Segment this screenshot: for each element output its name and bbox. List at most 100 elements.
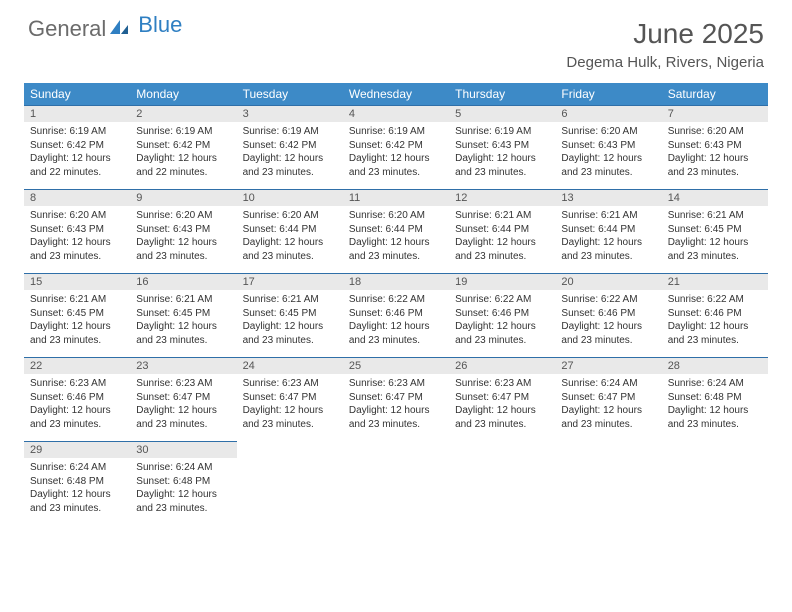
calendar-cell [343, 441, 449, 525]
calendar-cell: 10Sunrise: 6:20 AMSunset: 6:44 PMDayligh… [237, 189, 343, 273]
weekday-header: Thursday [449, 83, 555, 105]
daylight-line: Daylight: 12 hours and 23 minutes. [455, 152, 549, 179]
daylight-line: Daylight: 12 hours and 23 minutes. [668, 320, 762, 347]
sunset-line: Sunset: 6:42 PM [243, 139, 337, 153]
day-body: Sunrise: 6:23 AMSunset: 6:47 PMDaylight:… [449, 374, 555, 437]
weekday-header: Saturday [662, 83, 768, 105]
calendar-cell: 14Sunrise: 6:21 AMSunset: 6:45 PMDayligh… [662, 189, 768, 273]
day-body: Sunrise: 6:19 AMSunset: 6:42 PMDaylight:… [237, 122, 343, 185]
day-body: Sunrise: 6:21 AMSunset: 6:44 PMDaylight:… [449, 206, 555, 269]
sunrise-line: Sunrise: 6:23 AM [349, 377, 443, 391]
day-body: Sunrise: 6:20 AMSunset: 6:43 PMDaylight:… [130, 206, 236, 269]
day-body: Sunrise: 6:24 AMSunset: 6:48 PMDaylight:… [130, 458, 236, 521]
daylight-line: Daylight: 12 hours and 23 minutes. [668, 404, 762, 431]
day-number: 21 [662, 273, 768, 290]
sunrise-line: Sunrise: 6:24 AM [668, 377, 762, 391]
daylight-line: Daylight: 12 hours and 23 minutes. [136, 236, 230, 263]
calendar-cell: 3Sunrise: 6:19 AMSunset: 6:42 PMDaylight… [237, 105, 343, 189]
sunset-line: Sunset: 6:43 PM [30, 223, 124, 237]
sunrise-line: Sunrise: 6:19 AM [136, 125, 230, 139]
sunrise-line: Sunrise: 6:24 AM [561, 377, 655, 391]
calendar-cell: 24Sunrise: 6:23 AMSunset: 6:47 PMDayligh… [237, 357, 343, 441]
logo: General Blue [28, 18, 182, 40]
day-body: Sunrise: 6:24 AMSunset: 6:48 PMDaylight:… [24, 458, 130, 521]
sunrise-line: Sunrise: 6:20 AM [668, 125, 762, 139]
calendar-cell: 6Sunrise: 6:20 AMSunset: 6:43 PMDaylight… [555, 105, 661, 189]
daylight-line: Daylight: 12 hours and 23 minutes. [349, 152, 443, 179]
logo-sail-icon [108, 18, 130, 40]
calendar-cell: 22Sunrise: 6:23 AMSunset: 6:46 PMDayligh… [24, 357, 130, 441]
calendar-week-row: 15Sunrise: 6:21 AMSunset: 6:45 PMDayligh… [24, 273, 768, 357]
sunset-line: Sunset: 6:46 PM [349, 307, 443, 321]
day-number: 5 [449, 105, 555, 122]
daylight-line: Daylight: 12 hours and 23 minutes. [561, 320, 655, 347]
sunrise-line: Sunrise: 6:24 AM [136, 461, 230, 475]
title-block: June 2025 Degema Hulk, Rivers, Nigeria [566, 18, 764, 71]
calendar-cell [449, 441, 555, 525]
day-number: 7 [662, 105, 768, 122]
calendar-week-row: 1Sunrise: 6:19 AMSunset: 6:42 PMDaylight… [24, 105, 768, 189]
sunrise-line: Sunrise: 6:20 AM [243, 209, 337, 223]
day-number: 13 [555, 189, 661, 206]
daylight-line: Daylight: 12 hours and 23 minutes. [561, 404, 655, 431]
calendar-cell: 13Sunrise: 6:21 AMSunset: 6:44 PMDayligh… [555, 189, 661, 273]
day-number: 26 [449, 357, 555, 374]
calendar-cell: 17Sunrise: 6:21 AMSunset: 6:45 PMDayligh… [237, 273, 343, 357]
day-number: 2 [130, 105, 236, 122]
calendar-cell: 18Sunrise: 6:22 AMSunset: 6:46 PMDayligh… [343, 273, 449, 357]
day-body: Sunrise: 6:21 AMSunset: 6:45 PMDaylight:… [237, 290, 343, 353]
sunset-line: Sunset: 6:48 PM [668, 391, 762, 405]
day-body: Sunrise: 6:20 AMSunset: 6:44 PMDaylight:… [237, 206, 343, 269]
daylight-line: Daylight: 12 hours and 22 minutes. [30, 152, 124, 179]
day-body: Sunrise: 6:21 AMSunset: 6:45 PMDaylight:… [662, 206, 768, 269]
day-number: 20 [555, 273, 661, 290]
sunset-line: Sunset: 6:45 PM [243, 307, 337, 321]
calendar-cell: 19Sunrise: 6:22 AMSunset: 6:46 PMDayligh… [449, 273, 555, 357]
daylight-line: Daylight: 12 hours and 23 minutes. [243, 404, 337, 431]
sunrise-line: Sunrise: 6:22 AM [455, 293, 549, 307]
calendar-cell [237, 441, 343, 525]
sunset-line: Sunset: 6:44 PM [455, 223, 549, 237]
day-body: Sunrise: 6:24 AMSunset: 6:47 PMDaylight:… [555, 374, 661, 437]
calendar-cell [662, 441, 768, 525]
sunrise-line: Sunrise: 6:23 AM [30, 377, 124, 391]
day-number: 29 [24, 441, 130, 458]
daylight-line: Daylight: 12 hours and 23 minutes. [349, 320, 443, 347]
day-body: Sunrise: 6:20 AMSunset: 6:43 PMDaylight:… [662, 122, 768, 185]
sunrise-line: Sunrise: 6:19 AM [455, 125, 549, 139]
daylight-line: Daylight: 12 hours and 23 minutes. [561, 236, 655, 263]
calendar-cell: 28Sunrise: 6:24 AMSunset: 6:48 PMDayligh… [662, 357, 768, 441]
daylight-line: Daylight: 12 hours and 23 minutes. [136, 320, 230, 347]
day-body: Sunrise: 6:19 AMSunset: 6:42 PMDaylight:… [24, 122, 130, 185]
sunset-line: Sunset: 6:45 PM [30, 307, 124, 321]
weekday-header: Monday [130, 83, 236, 105]
sunrise-line: Sunrise: 6:22 AM [668, 293, 762, 307]
daylight-line: Daylight: 12 hours and 23 minutes. [30, 320, 124, 347]
daylight-line: Daylight: 12 hours and 23 minutes. [349, 404, 443, 431]
sunrise-line: Sunrise: 6:21 AM [455, 209, 549, 223]
weekday-header: Tuesday [237, 83, 343, 105]
daylight-line: Daylight: 12 hours and 23 minutes. [668, 152, 762, 179]
calendar-cell: 4Sunrise: 6:19 AMSunset: 6:42 PMDaylight… [343, 105, 449, 189]
calendar-cell: 1Sunrise: 6:19 AMSunset: 6:42 PMDaylight… [24, 105, 130, 189]
logo-text-blue: Blue [138, 14, 182, 36]
day-number: 23 [130, 357, 236, 374]
weekday-header: Sunday [24, 83, 130, 105]
day-body: Sunrise: 6:20 AMSunset: 6:43 PMDaylight:… [24, 206, 130, 269]
sunset-line: Sunset: 6:48 PM [136, 475, 230, 489]
calendar-cell: 8Sunrise: 6:20 AMSunset: 6:43 PMDaylight… [24, 189, 130, 273]
day-body: Sunrise: 6:23 AMSunset: 6:47 PMDaylight:… [130, 374, 236, 437]
calendar-week-row: 22Sunrise: 6:23 AMSunset: 6:46 PMDayligh… [24, 357, 768, 441]
daylight-line: Daylight: 12 hours and 23 minutes. [561, 152, 655, 179]
day-body: Sunrise: 6:23 AMSunset: 6:47 PMDaylight:… [237, 374, 343, 437]
weekday-header: Wednesday [343, 83, 449, 105]
daylight-line: Daylight: 12 hours and 23 minutes. [243, 152, 337, 179]
calendar-cell: 25Sunrise: 6:23 AMSunset: 6:47 PMDayligh… [343, 357, 449, 441]
calendar-cell: 2Sunrise: 6:19 AMSunset: 6:42 PMDaylight… [130, 105, 236, 189]
sunset-line: Sunset: 6:44 PM [561, 223, 655, 237]
day-number: 14 [662, 189, 768, 206]
day-body: Sunrise: 6:19 AMSunset: 6:42 PMDaylight:… [343, 122, 449, 185]
sunset-line: Sunset: 6:46 PM [455, 307, 549, 321]
sunrise-line: Sunrise: 6:20 AM [30, 209, 124, 223]
calendar-cell: 30Sunrise: 6:24 AMSunset: 6:48 PMDayligh… [130, 441, 236, 525]
